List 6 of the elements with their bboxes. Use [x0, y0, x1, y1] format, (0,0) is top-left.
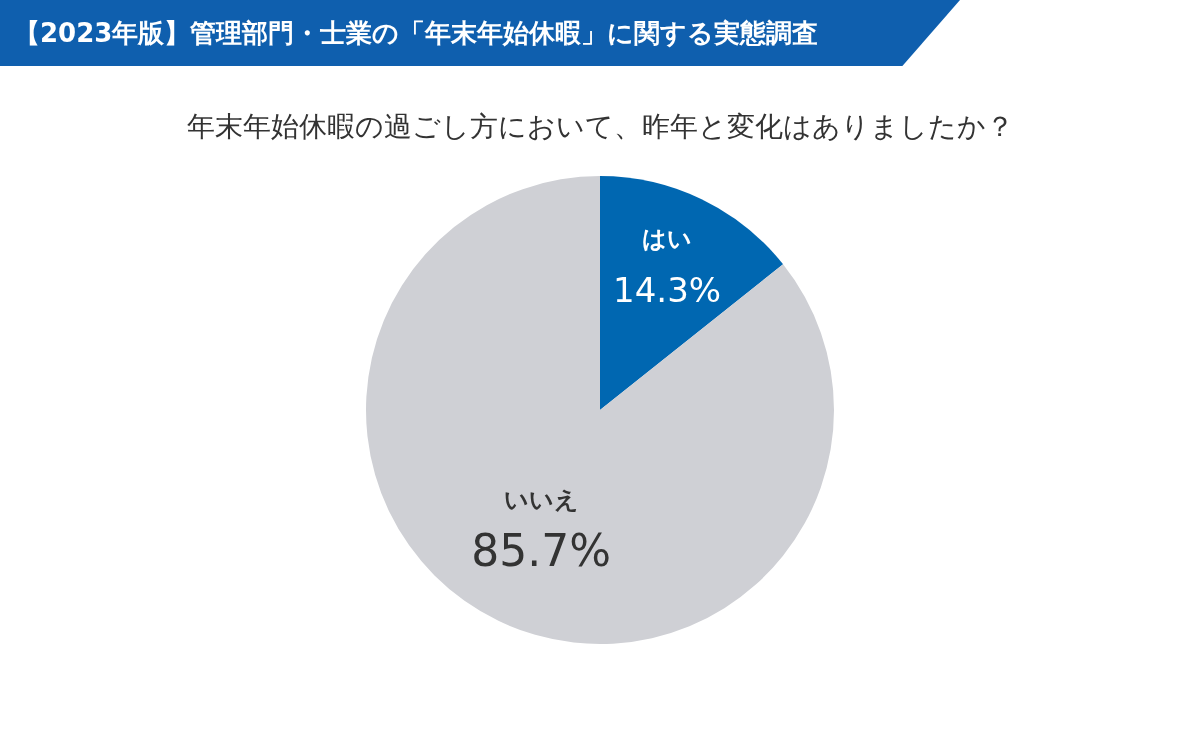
- slice-label: はい: [642, 225, 693, 254]
- data-label: 14.3%: [613, 269, 722, 310]
- chart-title: 【2023年版】管理部門・士業の「年末年始休暇」に関する実態調査: [0, 0, 960, 66]
- slice-label: いいえ: [503, 486, 579, 515]
- data-label: 85.7%: [471, 524, 611, 576]
- chart-subtitle: 年末年始休暇の過ごし方において、昨年と変化はありましたか？: [185, 109, 1015, 145]
